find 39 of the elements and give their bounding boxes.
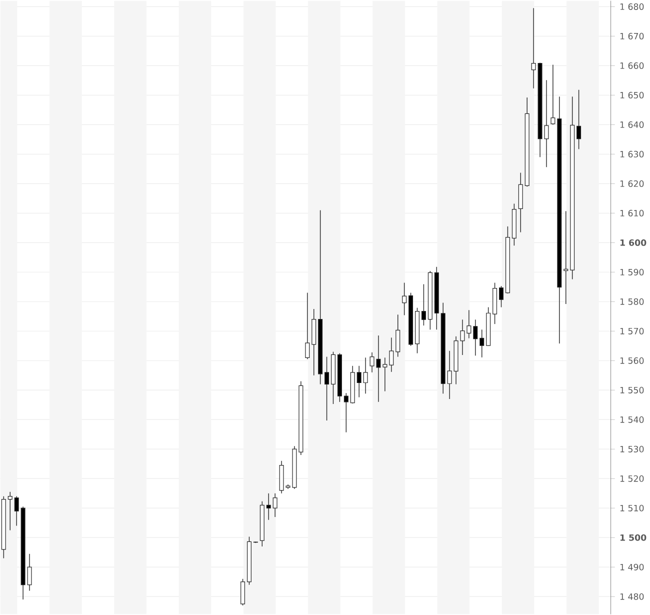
candlestick xyxy=(324,356,330,422)
candlestick xyxy=(14,496,19,526)
candlestick xyxy=(550,64,556,126)
candlestick xyxy=(8,492,12,531)
candlestick xyxy=(266,493,271,521)
candlestick xyxy=(356,366,362,398)
y-tick-label: 1 550 xyxy=(620,387,644,394)
candlestick xyxy=(363,358,368,394)
candlestick xyxy=(473,320,478,356)
y-tick-label: 1 630 xyxy=(620,151,644,158)
y-tick-label: 1 670 xyxy=(620,33,644,40)
y-tick-label: 1 570 xyxy=(620,328,644,335)
y-tick-label: 1 680 xyxy=(620,4,644,10)
y-tick-label: 1 520 xyxy=(620,476,644,482)
candlestick xyxy=(27,554,32,592)
y-tick-label: 1 530 xyxy=(620,446,644,453)
candlestick xyxy=(421,284,426,326)
y-tick-label: 1 500 xyxy=(620,534,646,542)
candlestick xyxy=(576,90,582,150)
candlestick xyxy=(447,350,452,400)
y-tick-label: 1 480 xyxy=(620,594,644,600)
y-tick-label: 1 560 xyxy=(620,358,644,364)
candlestick xyxy=(389,338,394,372)
candlestick xyxy=(480,330,484,358)
y-tick-label: 1 490 xyxy=(620,564,644,571)
candlestick xyxy=(382,358,388,392)
y-tick-label: 1 610 xyxy=(620,210,644,217)
y-tick-label: 1 650 xyxy=(620,92,644,99)
y-tick-label: 1 660 xyxy=(620,62,644,70)
y-tick-label: 1 580 xyxy=(620,298,644,306)
y-tick-label: 1 600 xyxy=(620,240,646,246)
y-tick-label: 1 540 xyxy=(620,416,644,424)
y-tick-label: 1 620 xyxy=(620,180,644,188)
y-tick-label: 1 510 xyxy=(620,505,644,512)
candlestick xyxy=(344,392,348,433)
candlestick xyxy=(396,314,400,358)
candlestick xyxy=(499,286,504,308)
y-tick-label: 1 640 xyxy=(620,122,644,128)
y-tick-label: 1 590 xyxy=(620,269,644,276)
